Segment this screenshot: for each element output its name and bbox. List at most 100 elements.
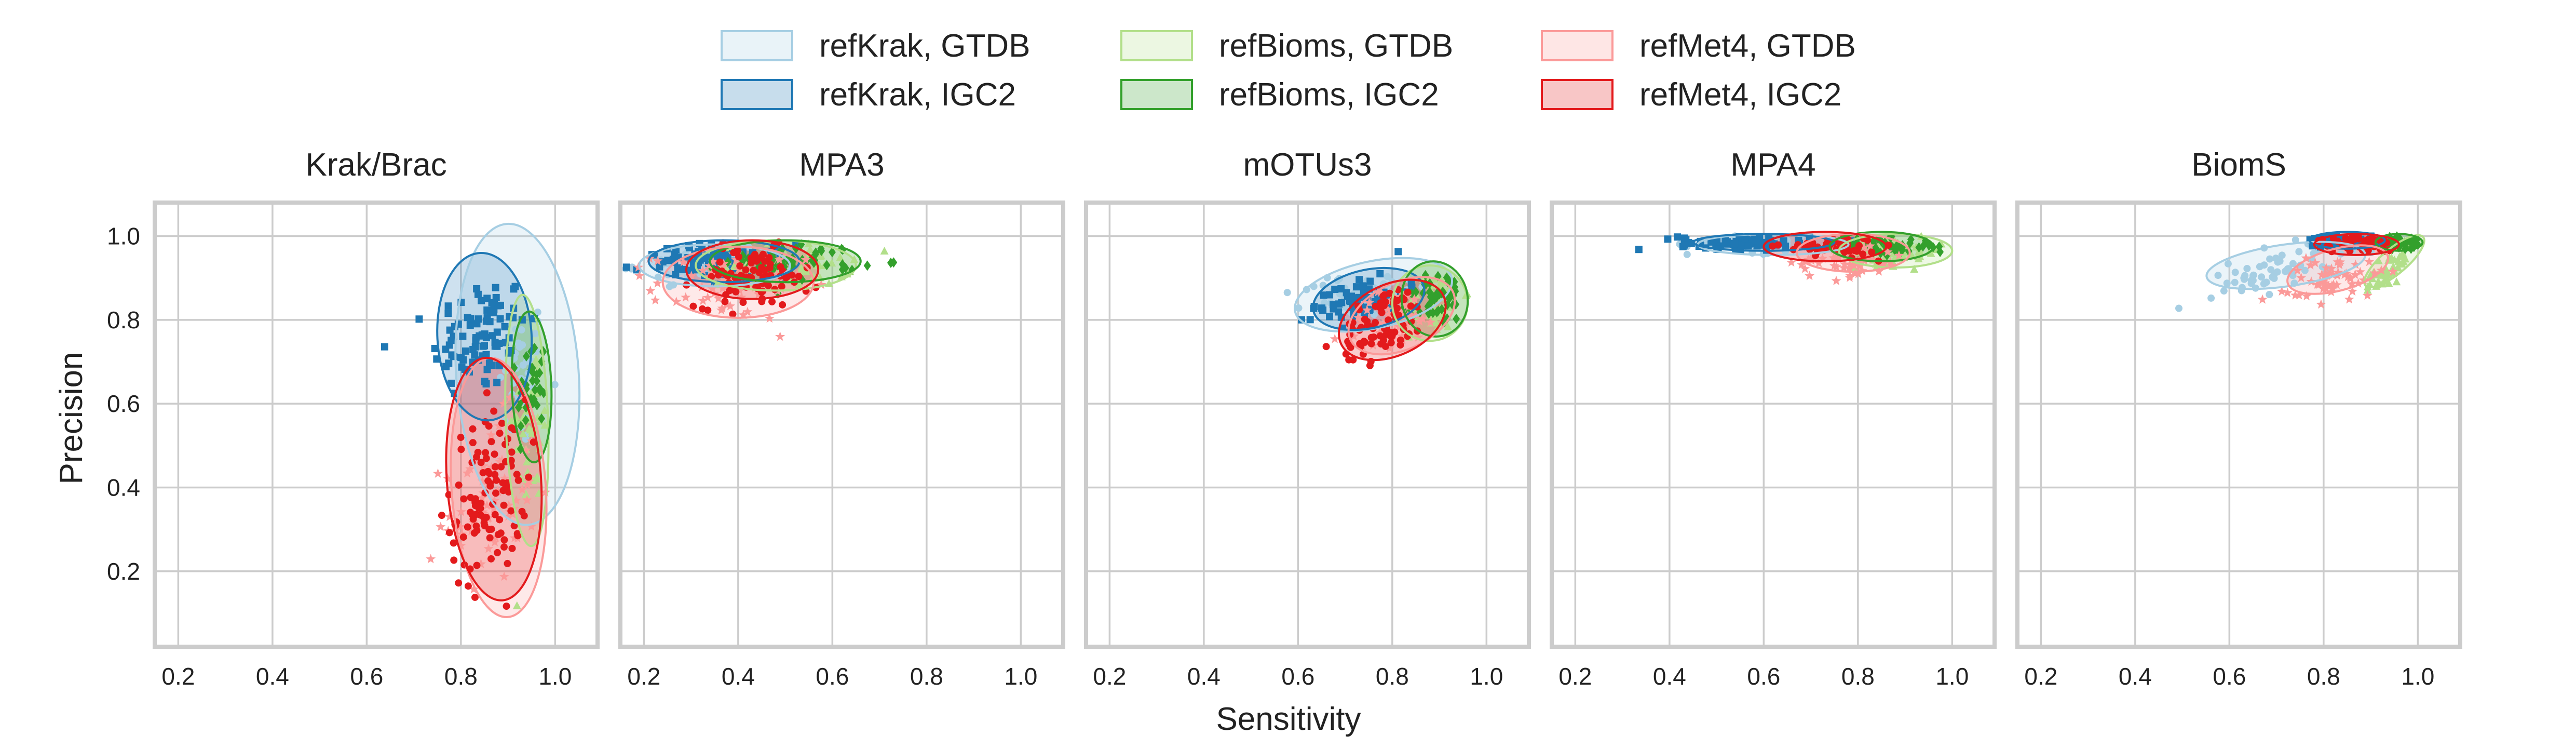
data-point xyxy=(499,473,510,483)
data-point xyxy=(774,255,784,264)
data-point xyxy=(2347,286,2357,296)
data-point xyxy=(1425,317,1435,327)
data-point xyxy=(522,351,530,362)
data-point xyxy=(2282,287,2293,297)
data-point xyxy=(2231,278,2239,286)
data-point xyxy=(1453,313,1460,324)
data-point xyxy=(477,459,485,466)
data-point xyxy=(779,301,787,309)
data-point xyxy=(1397,336,1404,344)
data-point xyxy=(494,549,501,556)
data-point xyxy=(529,344,537,355)
data-point xyxy=(1443,313,1451,324)
data-point xyxy=(381,343,388,351)
data-point xyxy=(500,501,508,509)
data-point xyxy=(2384,279,2393,287)
data-point xyxy=(1381,342,1389,350)
data-point xyxy=(645,285,656,295)
data-point xyxy=(507,416,516,424)
data-point xyxy=(2333,267,2343,277)
data-point xyxy=(1408,283,1416,291)
data-point xyxy=(2281,268,2289,275)
data-point xyxy=(1833,252,1843,262)
data-point xyxy=(1352,283,1360,291)
x-tick-label: 0.8 xyxy=(2307,663,2340,690)
ellipse-outline-refmet4-igc2 xyxy=(2313,233,2401,256)
ellipse-outline-refmet4-igc2 xyxy=(685,239,820,300)
data-point xyxy=(496,301,504,309)
data-point xyxy=(1897,243,1905,253)
data-point xyxy=(1680,241,1688,249)
data-point xyxy=(1445,293,1453,304)
data-point xyxy=(1372,302,1379,310)
panel-krak-brac: Krak/Brac 0.2 0.4 0.6 0.8 1.0 0.2 0.4 0.6 0.8 1.0 xyxy=(107,147,600,690)
data-point xyxy=(464,582,472,590)
legend-label: refKrak, GTDB xyxy=(819,28,1031,64)
ellipse-outline-refbioms-igc2 xyxy=(510,310,553,464)
data-point xyxy=(496,430,504,437)
data-point xyxy=(1429,308,1437,318)
data-point xyxy=(747,254,755,262)
data-point xyxy=(730,249,738,257)
data-point xyxy=(460,495,468,503)
data-point xyxy=(1330,333,1340,343)
panel-mpa3: MPA3 0.2 0.4 0.6 0.8 1.0 xyxy=(618,147,1065,690)
data-point xyxy=(504,559,511,567)
data-point xyxy=(516,392,526,402)
data-point xyxy=(1407,302,1415,310)
data-point xyxy=(500,543,508,551)
data-point xyxy=(2335,260,2344,270)
data-point xyxy=(764,282,772,289)
data-point xyxy=(457,354,465,362)
x-tick-label: 0.2 xyxy=(1558,663,1592,690)
data-point xyxy=(718,258,729,268)
x-tick-label: 0.4 xyxy=(256,663,289,690)
data-point xyxy=(731,255,741,264)
data-point xyxy=(1853,269,1864,278)
data-point xyxy=(714,271,722,279)
x-tick-label: 0.8 xyxy=(910,663,943,690)
data-point xyxy=(540,421,549,429)
data-point xyxy=(455,481,463,489)
legend-swatch xyxy=(1120,30,1193,61)
data-point xyxy=(525,473,533,481)
data-point xyxy=(474,315,482,323)
x-tick-label: 0.2 xyxy=(1093,663,1126,690)
data-point xyxy=(2327,270,2338,279)
data-point xyxy=(1379,292,1387,300)
data-point xyxy=(836,253,845,261)
legend-label: refBioms, GTDB xyxy=(1219,28,1453,64)
data-point xyxy=(2374,277,2383,285)
data-point xyxy=(1769,242,1777,250)
x-tick-label: 1.0 xyxy=(2401,663,2434,690)
data-point xyxy=(1850,268,1860,278)
data-point xyxy=(517,421,525,432)
x-tick-label: 0.6 xyxy=(350,663,383,690)
data-point xyxy=(1894,250,1904,260)
data-point xyxy=(533,376,540,386)
data-point xyxy=(1842,251,1853,261)
data-point xyxy=(1367,340,1375,348)
axes-frame xyxy=(2015,201,2462,649)
data-point xyxy=(689,302,697,310)
data-point xyxy=(498,419,506,427)
data-point xyxy=(794,280,803,288)
data-point xyxy=(1859,242,1869,252)
data-point xyxy=(1411,310,1421,320)
data-point xyxy=(504,500,514,510)
data-point xyxy=(499,571,509,581)
data-point xyxy=(2321,269,2331,279)
data-point xyxy=(1380,302,1388,310)
data-point xyxy=(477,492,487,502)
data-point xyxy=(2361,237,2369,245)
ellipse-outline-refkrak-gtdb xyxy=(1294,257,1454,333)
data-point xyxy=(2351,235,2358,243)
data-point xyxy=(476,558,486,568)
data-point xyxy=(783,273,791,281)
data-point xyxy=(531,384,539,395)
data-point xyxy=(679,257,688,266)
data-point xyxy=(2256,263,2263,271)
data-point xyxy=(477,476,487,486)
data-point xyxy=(698,265,708,275)
data-layer xyxy=(381,222,581,619)
